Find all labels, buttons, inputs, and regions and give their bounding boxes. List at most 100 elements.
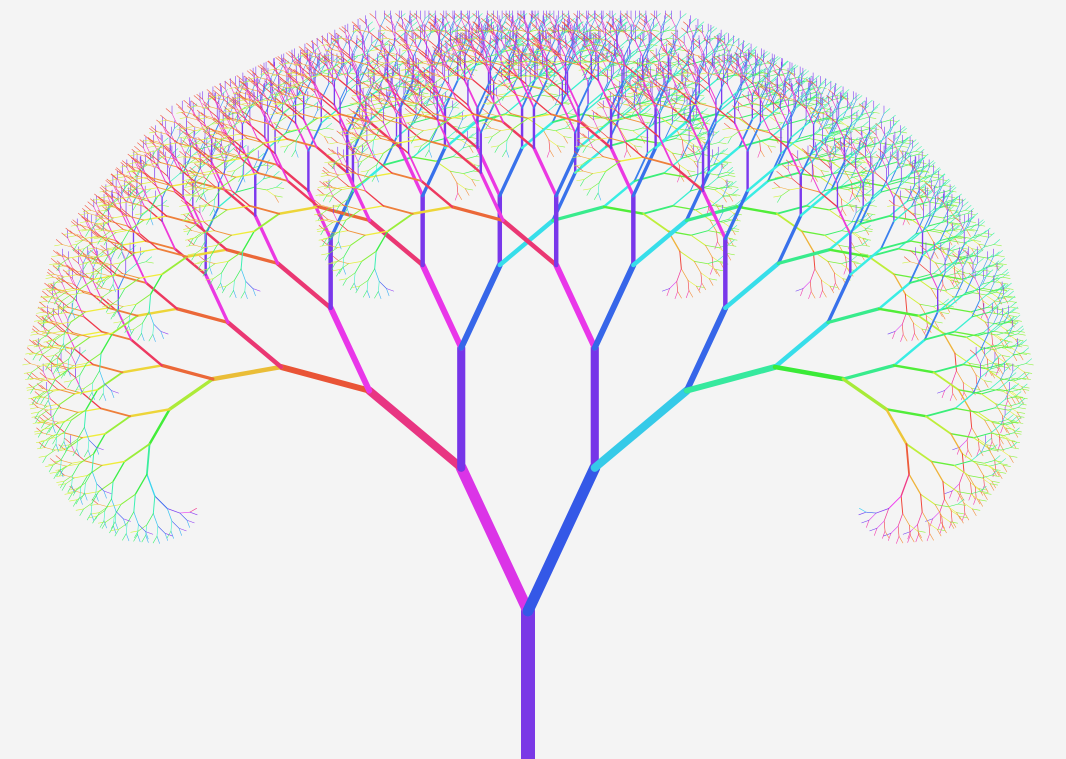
tree-branch xyxy=(39,300,48,303)
tree-branch xyxy=(88,258,94,269)
tree-branch xyxy=(187,145,193,153)
tree-branch xyxy=(103,230,109,240)
tree-branch xyxy=(267,79,279,89)
tree-branch xyxy=(216,234,232,246)
tree-branch xyxy=(138,213,144,221)
tree-branch xyxy=(169,128,175,139)
tree-branch xyxy=(92,280,102,298)
tree-branch xyxy=(142,311,150,324)
tree-branch xyxy=(213,90,220,96)
tree-branch xyxy=(52,346,63,350)
tree-branch xyxy=(564,127,574,130)
tree-branch xyxy=(469,13,476,19)
tree-branch xyxy=(72,288,81,302)
tree-branch xyxy=(41,362,50,365)
tree-branch xyxy=(217,146,227,149)
tree-branch xyxy=(56,474,65,477)
tree-branch xyxy=(221,260,229,274)
tree-branch xyxy=(182,140,189,146)
tree-branch xyxy=(137,142,144,149)
tree-branch xyxy=(111,390,115,399)
tree-branch xyxy=(187,172,197,174)
tree-branch xyxy=(149,140,156,147)
tree-branch xyxy=(95,216,103,223)
tree-branch xyxy=(96,201,105,204)
tree-branch xyxy=(74,384,80,393)
tree-branch xyxy=(347,61,353,71)
tree-branch xyxy=(201,256,211,264)
tree-branch xyxy=(254,81,260,92)
tree-branch xyxy=(728,239,735,246)
tree-branch xyxy=(155,133,161,143)
tree-branch xyxy=(179,116,188,119)
tree-branch xyxy=(277,75,289,85)
tree-branch xyxy=(87,201,95,208)
tree-branch xyxy=(24,377,34,380)
tree-branch xyxy=(465,156,477,160)
tree-branch xyxy=(110,198,119,206)
tree-branch xyxy=(205,219,213,232)
tree-branch xyxy=(452,18,458,29)
tree-branch xyxy=(206,198,215,205)
tree-branch xyxy=(51,282,56,290)
tree-branch xyxy=(63,380,72,383)
tree-branch xyxy=(188,214,195,220)
tree-branch xyxy=(337,244,351,248)
tree-branch xyxy=(99,238,109,240)
tree-branch xyxy=(144,188,152,195)
tree-branch xyxy=(38,353,44,362)
tree-branch xyxy=(708,142,720,146)
tree-branch xyxy=(193,237,198,245)
tree-branch xyxy=(99,272,110,277)
tree-branch xyxy=(111,498,117,512)
tree-branch xyxy=(41,421,46,429)
tree-branch xyxy=(214,141,220,150)
tree-branch xyxy=(235,175,245,193)
tree-branch xyxy=(111,480,114,500)
tree-branch xyxy=(271,86,279,93)
tree-branch xyxy=(48,425,54,433)
tree-branch xyxy=(71,310,76,319)
tree-branch xyxy=(245,281,254,289)
tree-branch xyxy=(47,407,62,411)
tree-branch xyxy=(194,129,202,135)
tree-branch xyxy=(224,160,229,169)
tree-branch xyxy=(244,291,248,300)
tree-branch xyxy=(693,260,708,265)
tree-branch xyxy=(192,156,199,162)
tree-branch xyxy=(436,18,443,24)
tree-branch xyxy=(27,371,33,380)
tree-branch xyxy=(548,139,551,151)
tree-branch xyxy=(732,188,739,195)
tree-branch xyxy=(83,316,103,333)
tree-branch xyxy=(400,74,406,85)
tree-branch xyxy=(115,511,124,520)
tree-branch xyxy=(239,113,251,123)
tree-branch xyxy=(45,377,57,381)
tree-branch xyxy=(278,363,373,394)
tree-branch xyxy=(74,348,94,366)
tree-branch xyxy=(283,145,289,153)
tree-branch xyxy=(106,312,116,315)
tree-branch xyxy=(36,347,46,354)
tree-branch xyxy=(45,365,52,372)
tree-branch xyxy=(222,103,228,114)
tree-branch xyxy=(103,510,106,521)
tree-branch xyxy=(242,83,250,89)
tree-branch xyxy=(34,388,45,392)
tree-branch xyxy=(144,187,159,191)
tree-branch xyxy=(227,98,234,105)
tree-branch xyxy=(124,277,140,289)
tree-branch xyxy=(39,416,46,423)
tree-branch xyxy=(421,111,430,114)
tree-branch xyxy=(175,307,230,325)
tree-branch xyxy=(347,75,359,85)
tree-branch xyxy=(104,415,132,435)
tree-branch xyxy=(613,77,623,84)
tree-branch xyxy=(44,282,51,289)
tree-branch xyxy=(416,18,421,29)
tree-branch xyxy=(126,170,135,173)
tree-branch xyxy=(156,119,163,126)
tree-branch xyxy=(98,209,107,212)
tree-branch xyxy=(143,205,163,222)
